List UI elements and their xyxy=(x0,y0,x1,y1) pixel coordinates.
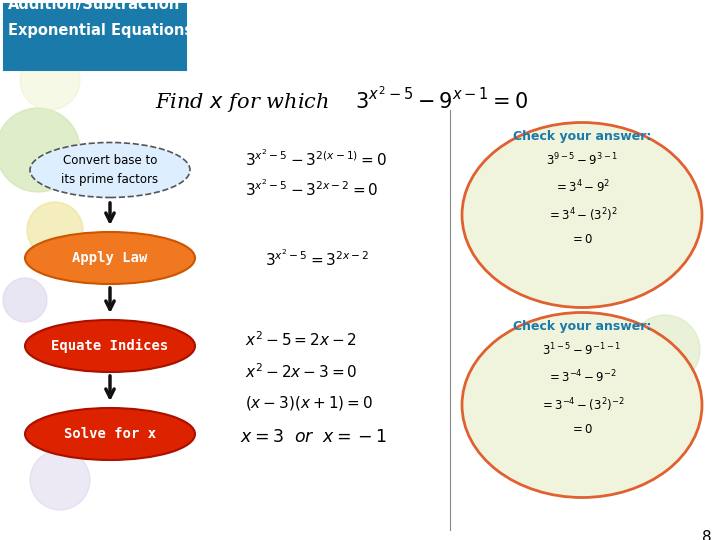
Ellipse shape xyxy=(462,313,702,497)
Text: $3^{x^2-5} - 3^{2(x-1)} = 0$: $3^{x^2-5} - 3^{2(x-1)} = 0$ xyxy=(245,148,387,168)
Text: $= 3^4 - (3^2)^2$: $= 3^4 - (3^2)^2$ xyxy=(546,206,618,224)
Text: $x^2 - 2x - 3 = 0$: $x^2 - 2x - 3 = 0$ xyxy=(245,362,358,381)
Text: $= 3^{-4} - 9^{-2}$: $= 3^{-4} - 9^{-2}$ xyxy=(547,369,617,386)
Text: 8: 8 xyxy=(703,530,712,540)
Circle shape xyxy=(27,202,83,258)
Text: Check your answer:: Check your answer: xyxy=(513,320,651,333)
Text: Solve for x: Solve for x xyxy=(64,427,156,441)
Ellipse shape xyxy=(462,123,702,307)
Text: Find $x$ for which    $3^{x^2-5} - 9^{x-1} = 0$: Find $x$ for which $3^{x^2-5} - 9^{x-1} … xyxy=(155,85,528,116)
Text: Apply Law: Apply Law xyxy=(72,251,148,265)
Text: $3^{x^2-5} = 3^{2x-2}$: $3^{x^2-5} = 3^{2x-2}$ xyxy=(265,248,369,268)
Text: $= 3^4 - 9^2$: $= 3^4 - 9^2$ xyxy=(554,179,610,195)
Ellipse shape xyxy=(30,143,190,198)
Text: $= 3^{-4} - (3^2)^{-2}$: $= 3^{-4} - (3^2)^{-2}$ xyxy=(539,396,624,414)
Text: $= 0$: $= 0$ xyxy=(570,423,593,436)
Text: Exponential Equations: Exponential Equations xyxy=(8,23,193,38)
Text: $3^{x^2-5} - 3^{2x-2} = 0$: $3^{x^2-5} - 3^{2x-2} = 0$ xyxy=(245,178,379,199)
Ellipse shape xyxy=(25,408,195,460)
Text: $= 0$: $= 0$ xyxy=(570,233,593,246)
FancyBboxPatch shape xyxy=(4,4,186,70)
Text: Convert base to
its prime factors: Convert base to its prime factors xyxy=(61,154,158,186)
Circle shape xyxy=(0,108,80,192)
Text: $3^{9-5} - 9^{3-1}$: $3^{9-5} - 9^{3-1}$ xyxy=(546,152,618,168)
Text: $x = 3$  or  $x = -1$: $x = 3$ or $x = -1$ xyxy=(240,428,387,446)
Text: Addition/Subtraction: Addition/Subtraction xyxy=(8,0,180,12)
Circle shape xyxy=(627,402,683,458)
Ellipse shape xyxy=(25,320,195,372)
Text: $(x - 3)(x + 1) = 0$: $(x - 3)(x + 1) = 0$ xyxy=(245,394,373,412)
Circle shape xyxy=(3,278,47,322)
Circle shape xyxy=(30,450,90,510)
Circle shape xyxy=(630,315,700,385)
Text: Check your answer:: Check your answer: xyxy=(513,130,651,143)
Circle shape xyxy=(20,50,80,110)
Text: $3^{1-5} - 9^{-1-1}$: $3^{1-5} - 9^{-1-1}$ xyxy=(542,342,621,359)
Text: $x^2 - 5 = 2x - 2$: $x^2 - 5 = 2x - 2$ xyxy=(245,330,357,349)
Ellipse shape xyxy=(25,232,195,284)
Text: Equate Indices: Equate Indices xyxy=(51,339,168,353)
